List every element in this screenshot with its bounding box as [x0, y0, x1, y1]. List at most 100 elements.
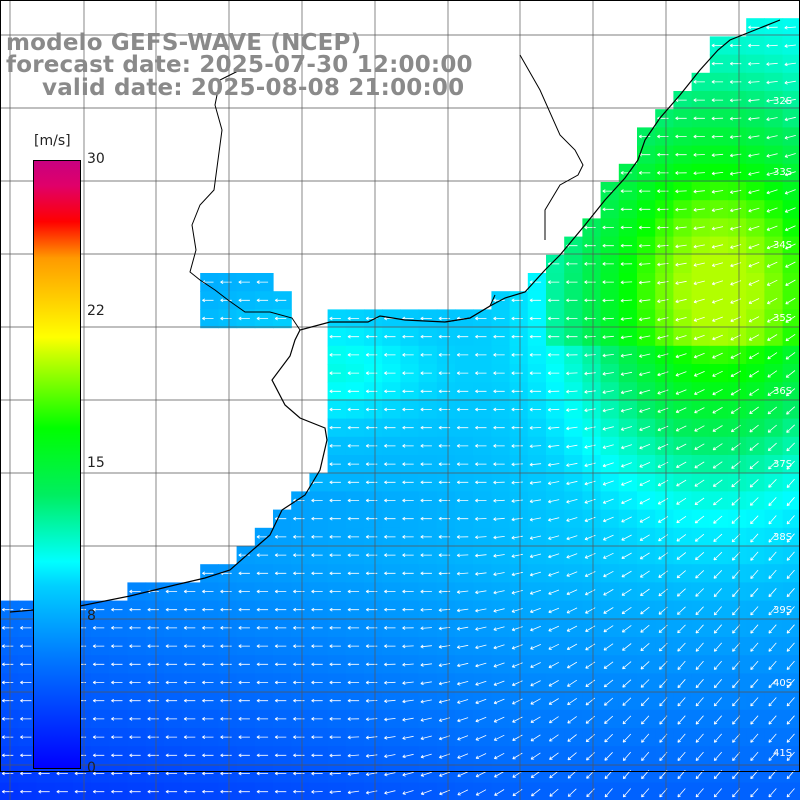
wind-arrow: [639, 516, 650, 523]
wind-arrow: [548, 571, 560, 577]
wind-arrow: [639, 371, 651, 377]
wind-arrow: [293, 644, 305, 648]
wind-arrow: [603, 570, 614, 578]
wind-arrow: [402, 607, 414, 612]
wind-arrow: [768, 533, 777, 543]
wind-speed-cell: [637, 764, 656, 784]
wind-speed-cell: [655, 637, 674, 656]
wind-arrow: [20, 662, 32, 667]
wind-arrow: [622, 697, 632, 706]
wind-arrow: [766, 80, 778, 85]
wind-arrow: [604, 715, 614, 724]
model-title: modelo GEFS-WAVE (NCEP): [6, 30, 362, 56]
wind-arrow: [657, 407, 669, 413]
colorbar-unit-label: [m/s]: [34, 133, 71, 149]
wind-arrow: [329, 516, 341, 521]
wind-arrow: [785, 279, 796, 286]
wind-arrow: [293, 607, 305, 612]
wind-arrow: [602, 462, 614, 468]
wind-arrow: [529, 589, 542, 595]
wind-arrow: [767, 352, 778, 360]
wind-arrow: [711, 189, 724, 194]
wind-speed-cell: [691, 509, 711, 529]
wind-arrow: [585, 607, 596, 614]
wind-arrow: [129, 607, 141, 612]
wind-speed-cell: [564, 764, 583, 784]
wind-arrow: [530, 644, 541, 650]
wind-arrow: [293, 680, 305, 685]
wind-arrow: [750, 533, 759, 543]
wind-speed-cell: [728, 728, 747, 747]
wind-arrow: [329, 607, 341, 612]
wind-arrow: [748, 298, 760, 304]
wind-arrow: [256, 535, 269, 539]
wind-arrow: [165, 771, 178, 776]
wind-arrow: [786, 515, 795, 525]
wind-arrow: [293, 516, 305, 521]
wind-arrow: [202, 789, 214, 794]
wind-speed-cell: [728, 455, 747, 474]
wind-arrow: [293, 553, 305, 557]
wind-arrow: [347, 735, 360, 740]
wind-arrow: [693, 98, 705, 102]
wind-arrow: [566, 571, 578, 577]
wind-speed-cell: [691, 527, 711, 547]
wind-arrow: [220, 789, 232, 794]
wind-arrow: [548, 499, 560, 504]
wind-speed-cell: [746, 691, 765, 711]
wind-arrow: [111, 698, 123, 703]
wind-arrow: [638, 171, 651, 175]
wind-arrow: [493, 298, 505, 303]
wind-arrow: [238, 607, 250, 612]
wind-arrow: [694, 533, 705, 542]
wind-speed-cell: [746, 382, 765, 401]
wind-arrow: [402, 516, 414, 521]
wind-speed-cell: [728, 709, 747, 729]
wind-speed-cell: [764, 291, 784, 310]
wind-arrow: [183, 626, 196, 630]
wind-arrow: [456, 498, 469, 503]
wind-arrow: [786, 533, 795, 543]
wind-speed-cell: [746, 400, 765, 420]
wind-arrow: [768, 624, 777, 634]
wind-arrow: [293, 771, 305, 776]
wind-arrow: [768, 551, 777, 561]
wind-arrow: [784, 135, 796, 140]
wind-arrow: [202, 698, 214, 703]
wind-arrow: [584, 462, 596, 468]
wind-arrow: [274, 626, 287, 630]
wind-arrow: [402, 735, 414, 740]
wind-arrow: [274, 771, 287, 776]
wind-arrow: [547, 389, 560, 394]
wind-arrow: [584, 498, 596, 504]
wind-arrow: [384, 407, 396, 412]
wind-arrow: [677, 642, 686, 652]
wind-speed-cell: [691, 691, 711, 711]
wind-arrow: [456, 535, 469, 539]
wind-arrow: [657, 262, 669, 267]
wind-arrow: [786, 551, 795, 561]
wind-arrow: [274, 662, 287, 667]
colorbar-tick-15: 15: [87, 455, 105, 471]
wind-arrow: [329, 353, 341, 357]
wind-speed-cell: [746, 655, 765, 674]
wind-arrow: [183, 698, 196, 703]
wind-arrow: [420, 662, 432, 667]
wind-arrow: [494, 789, 505, 796]
wind-speed-cell: [673, 455, 693, 474]
wind-arrow: [256, 571, 269, 576]
wind-arrow: [311, 589, 323, 594]
lat-label-38s: 38S: [773, 532, 793, 543]
wind-arrow: [402, 553, 414, 557]
wind-arrow: [620, 189, 633, 193]
wind-speed-cell: [764, 509, 784, 529]
wind-arrow: [693, 152, 705, 157]
wind-speed-cell: [655, 728, 674, 747]
wind-arrow: [621, 534, 632, 541]
wind-arrow: [786, 715, 795, 725]
wind-arrow: [456, 480, 469, 485]
wind-arrow: [220, 626, 232, 630]
wind-speed-cell: [600, 728, 620, 747]
